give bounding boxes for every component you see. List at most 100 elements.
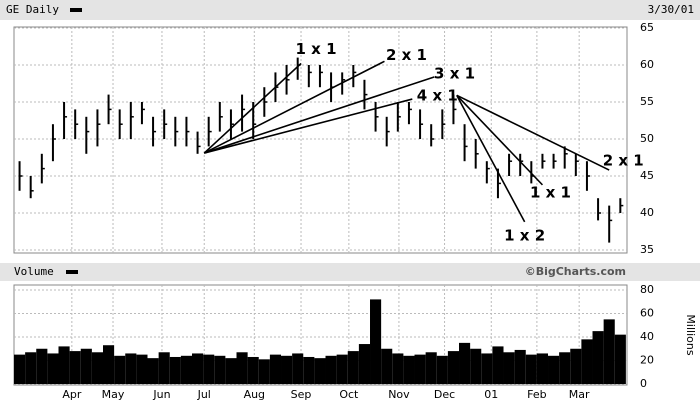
- volume-bar: [447, 351, 460, 384]
- x-tick-label: Jul: [197, 388, 211, 401]
- fan-label: 2 x 1: [603, 152, 644, 170]
- volume-title: Volume: [14, 265, 54, 278]
- price-panel: [13, 26, 628, 254]
- x-tick-label: Apr: [62, 388, 82, 401]
- x-tick-label: May: [102, 388, 125, 401]
- volume-panel: [13, 284, 628, 386]
- y-tick-label: 35: [640, 243, 654, 256]
- y-tick-label: 20: [640, 354, 654, 367]
- volume-bar: [292, 353, 304, 384]
- volume-bar: [214, 355, 226, 384]
- volume-bar: [536, 353, 549, 384]
- volume-bar: [459, 342, 471, 384]
- volume-bar: [392, 353, 404, 384]
- y-tick-label: 40: [640, 330, 654, 343]
- volume-bar: [158, 352, 170, 384]
- volume-bar: [303, 356, 315, 384]
- volume-bar: [325, 355, 337, 384]
- fan-label: 1 x 1: [530, 183, 571, 201]
- fan-label: 1 x 2: [504, 226, 545, 244]
- source: ©BigCharts.com: [525, 265, 626, 278]
- volume-header: [0, 263, 700, 281]
- volume-bar: [14, 354, 26, 384]
- y-tick-label: 55: [640, 95, 654, 108]
- volume-bar: [91, 352, 104, 384]
- x-tick-label: Nov: [388, 388, 410, 401]
- x-tick-label: 01: [484, 388, 498, 401]
- volume-bar: [370, 299, 382, 384]
- volume-bar: [503, 352, 515, 384]
- header-bar: [0, 0, 700, 20]
- fan-label: 1 x 1: [296, 40, 337, 58]
- y-tick-label: 60: [640, 307, 654, 320]
- volume-bar: [80, 348, 92, 384]
- x-tick-label: Dec: [434, 388, 455, 401]
- volume-axis-label: Millions: [684, 314, 697, 355]
- volume-bar: [269, 354, 282, 384]
- volume-bar: [114, 355, 126, 384]
- volume-bar: [581, 339, 593, 384]
- volume-bar: [225, 358, 237, 384]
- title-swatch: [70, 8, 82, 12]
- volume-swatch: [66, 270, 78, 274]
- volume-bar: [481, 353, 493, 384]
- volume-bar: [381, 348, 393, 384]
- fan-line: [456, 94, 610, 171]
- volume-bar: [58, 346, 70, 384]
- volume-bar: [47, 353, 59, 384]
- volume-bar: [414, 354, 426, 384]
- volume-bar: [425, 352, 437, 384]
- fan-line: [456, 94, 544, 186]
- y-tick-label: 60: [640, 58, 654, 71]
- volume-bar: [180, 355, 193, 384]
- x-tick-label: Sep: [291, 388, 312, 401]
- volume-bar: [25, 352, 37, 384]
- y-tick-label: 65: [640, 21, 654, 34]
- volume-bar: [403, 355, 415, 384]
- volume-bar: [136, 354, 148, 384]
- fan-line: [203, 62, 302, 154]
- volume-bar: [614, 334, 626, 384]
- x-tick-label: Oct: [339, 388, 359, 401]
- volume-bar: [281, 355, 293, 384]
- volume-bar: [236, 352, 248, 384]
- volume-bar: [436, 355, 448, 384]
- volume-bar: [514, 349, 526, 384]
- volume-bar: [103, 345, 115, 384]
- volume-bar: [548, 355, 560, 384]
- volume-bar: [169, 356, 181, 384]
- volume-bar: [470, 348, 482, 384]
- fan-line: [456, 94, 526, 223]
- volume-bar: [570, 348, 582, 384]
- volume-bar: [347, 351, 359, 384]
- fan-label: 3 x 1: [434, 64, 475, 82]
- y-tick-label: 50: [640, 132, 654, 145]
- x-tick-label: Jun: [152, 388, 170, 401]
- fan-line: [203, 60, 385, 154]
- y-tick-label: 45: [640, 169, 654, 182]
- fan-line: [204, 98, 413, 154]
- date-label: 3/30/01: [648, 3, 694, 16]
- volume-bar: [559, 352, 571, 384]
- x-tick-label: Feb: [527, 388, 546, 401]
- volume-bar: [258, 359, 270, 384]
- fan-line: [203, 76, 435, 154]
- y-tick-label: 0: [640, 377, 647, 390]
- y-tick-label: 80: [640, 283, 654, 296]
- volume-bar: [358, 344, 371, 384]
- volume-bar: [314, 358, 326, 384]
- volume-bar: [525, 354, 537, 384]
- fan-label: 2 x 1: [386, 46, 427, 64]
- volume-bar: [336, 354, 348, 384]
- volume-bar: [492, 346, 504, 384]
- volume-bar: [592, 331, 604, 384]
- volume-bar: [125, 353, 137, 384]
- volume-bar: [192, 353, 204, 384]
- volume-bar: [69, 351, 81, 384]
- fan-label: 4 x 1: [417, 87, 458, 105]
- volume-bar: [603, 319, 615, 384]
- volume-bar: [203, 354, 215, 384]
- y-tick-label: 40: [640, 206, 654, 219]
- volume-bar: [247, 356, 259, 384]
